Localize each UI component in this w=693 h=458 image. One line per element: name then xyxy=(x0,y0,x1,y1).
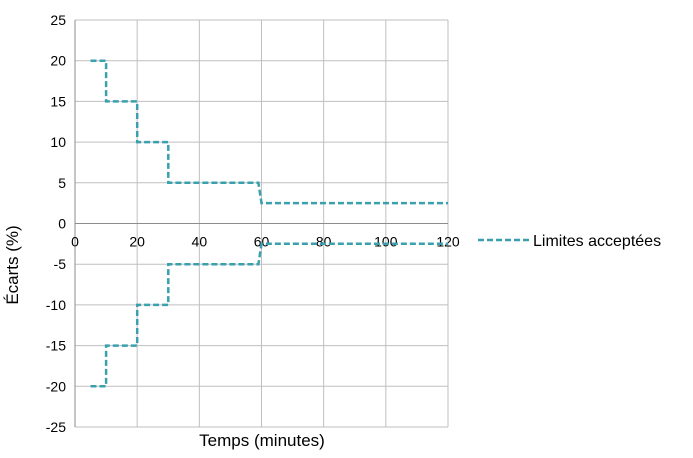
y-tick-label: -5 xyxy=(54,256,67,272)
grid xyxy=(74,19,449,428)
y-tick-label: -15 xyxy=(46,338,66,354)
y-tick-label: 15 xyxy=(50,93,66,109)
y-tick-label: -25 xyxy=(46,419,66,435)
y-tick-label: 25 xyxy=(50,12,66,28)
y-tick-label: 0 xyxy=(58,216,66,232)
upper-limit-line xyxy=(90,59,448,205)
x-tick-labels: 0 20 40 60 80 100 120 xyxy=(71,234,460,250)
x-tick-label: 100 xyxy=(374,234,398,250)
y-tick-label: -10 xyxy=(46,297,66,313)
y-tick-labels: 25 20 15 10 5 0 -5 -10 -15 -20 -25 xyxy=(46,12,66,435)
y-tick-label: 10 xyxy=(50,134,66,150)
x-axis-label: Temps (minutes) xyxy=(199,431,325,450)
x-tick-label: 120 xyxy=(436,234,460,250)
series-lines xyxy=(90,59,448,388)
x-tick-label: 60 xyxy=(254,234,270,250)
y-tick-label: 20 xyxy=(50,53,66,69)
y-axis-label: Écarts (%) xyxy=(3,225,22,304)
legend-label: Limites acceptées xyxy=(533,233,661,250)
y-tick-label: 5 xyxy=(58,175,66,191)
x-tick-label: 20 xyxy=(129,234,145,250)
y-tick-label: -20 xyxy=(46,378,66,394)
lower-limit-line xyxy=(90,242,448,388)
x-tick-label: 80 xyxy=(316,234,332,250)
x-tick-label: 40 xyxy=(192,234,208,250)
x-tick-label: 0 xyxy=(71,234,79,250)
legend: Limites acceptées xyxy=(478,233,661,250)
